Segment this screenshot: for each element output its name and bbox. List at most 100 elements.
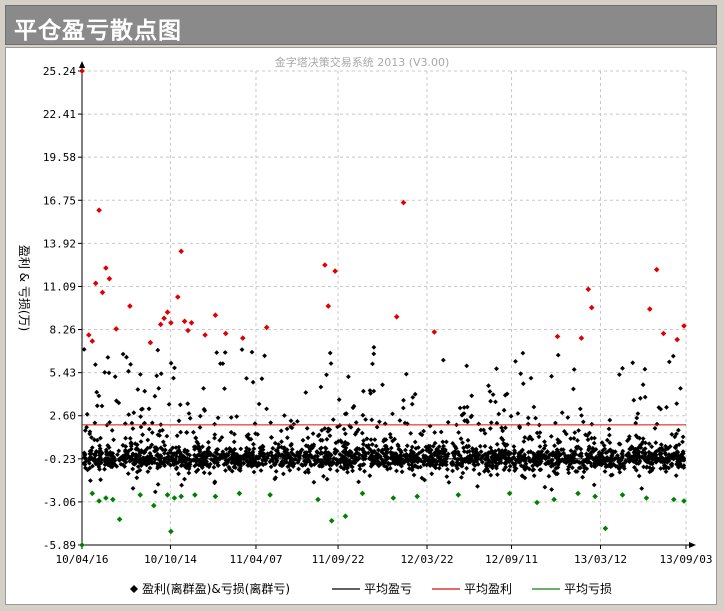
data-point [302, 450, 308, 455]
data-point [436, 465, 442, 471]
data-point [192, 463, 198, 469]
data-point [162, 450, 167, 456]
data-point [295, 419, 300, 424]
data-point [314, 449, 320, 454]
data-point [260, 443, 265, 449]
outlier-loss-point [342, 513, 349, 519]
data-point [341, 459, 347, 465]
data-point [114, 398, 119, 404]
data-point [361, 438, 366, 443]
legend-label: 平均盈亏 [364, 582, 412, 596]
data-point [647, 469, 653, 475]
data-point [674, 431, 679, 437]
data-point [244, 445, 249, 451]
data-point [488, 398, 493, 404]
data-point [183, 448, 189, 454]
data-point [305, 443, 311, 449]
data-point [471, 461, 477, 467]
data-point [438, 429, 444, 435]
data-point [403, 447, 408, 453]
data-point [516, 454, 521, 459]
data-point [402, 420, 408, 426]
data-point [212, 435, 217, 441]
data-point [83, 465, 88, 471]
data-point [618, 458, 623, 464]
data-point [612, 449, 618, 455]
data-point [491, 451, 496, 457]
data-point [498, 460, 504, 465]
data-point [503, 425, 508, 431]
data-point [319, 437, 325, 443]
data-point [409, 401, 415, 407]
data-point [526, 436, 531, 442]
data-point [391, 459, 397, 464]
data-point [131, 461, 136, 466]
data-point [138, 414, 143, 419]
data-point [268, 464, 274, 470]
data-point [635, 448, 641, 454]
data-point [171, 375, 176, 381]
data-point [316, 432, 322, 438]
data-point [89, 435, 94, 440]
data-point [367, 388, 373, 393]
data-point [452, 443, 458, 449]
data-point [565, 415, 571, 420]
data-point [647, 465, 652, 470]
data-point [327, 466, 333, 472]
data-point [289, 425, 295, 431]
data-point [497, 454, 503, 460]
data-point [673, 473, 679, 478]
data-point [126, 368, 131, 374]
data-point [198, 461, 204, 467]
data-point [251, 462, 257, 468]
data-point [270, 445, 276, 451]
data-point [247, 458, 252, 464]
data-point [425, 455, 431, 461]
data-point [542, 484, 548, 490]
data-point [592, 435, 597, 441]
data-point [93, 452, 98, 458]
data-point [283, 457, 288, 463]
data-point [471, 467, 477, 472]
data-point [374, 424, 380, 430]
outlier-profit-point [96, 207, 102, 213]
data-point [81, 347, 87, 352]
data-point [241, 453, 246, 459]
data-point [106, 445, 112, 450]
data-point [157, 428, 163, 434]
data-point [128, 362, 133, 367]
outlier-loss-point [116, 516, 123, 523]
outlier-profit-point [400, 199, 407, 206]
data-point [638, 395, 643, 401]
data-point [563, 431, 569, 437]
data-point [280, 462, 286, 467]
data-point [326, 451, 332, 456]
data-point [281, 471, 286, 477]
data-point [576, 428, 581, 433]
data-point [542, 443, 548, 448]
legend-label: 平均亏损 [564, 582, 612, 596]
outlier-loss-point [164, 492, 171, 498]
data-point [419, 432, 425, 438]
outlier-profit-point [185, 327, 191, 334]
data-point [440, 357, 446, 363]
data-point [193, 435, 199, 441]
data-point [503, 461, 508, 467]
data-point [98, 435, 103, 441]
data-point [201, 470, 207, 476]
data-point [528, 449, 534, 455]
data-point [435, 454, 441, 459]
data-point [184, 451, 190, 457]
data-point [607, 417, 613, 423]
y-tick-label: 25.24 [43, 65, 76, 78]
data-point [340, 443, 346, 449]
data-point [354, 429, 359, 435]
data-point [676, 460, 681, 466]
data-point [269, 435, 274, 440]
data-point [496, 411, 502, 417]
data-point [440, 449, 446, 455]
data-point [666, 465, 672, 471]
data-point [503, 447, 508, 453]
outlier-profit-point [164, 309, 171, 315]
data-point [137, 460, 142, 465]
